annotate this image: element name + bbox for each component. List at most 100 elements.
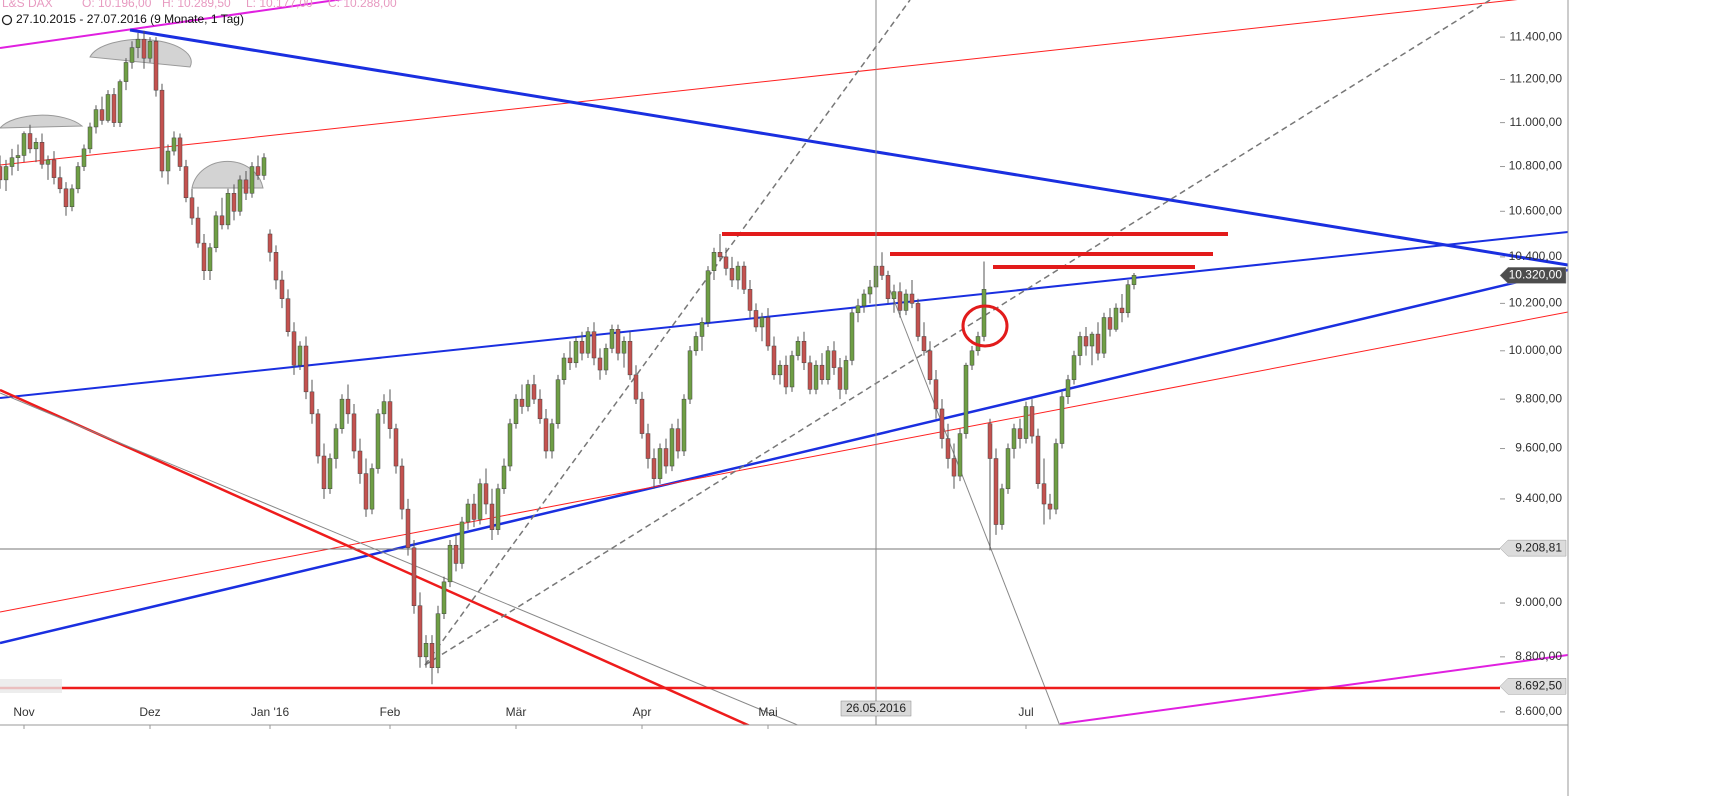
candle-body — [687, 350, 693, 400]
candle-body — [999, 488, 1005, 525]
candle-body — [573, 340, 579, 364]
candle-body — [717, 252, 723, 258]
trend-line — [0, 392, 799, 725]
candle-body — [621, 340, 627, 354]
candle-body — [207, 247, 213, 271]
candle-body — [921, 336, 927, 352]
candle-body — [99, 109, 105, 121]
header: L&S DAX O: 10.196,00 H: 10.289,50 L: 10.… — [1, 0, 397, 26]
ohlc-summary: C: 10.288,00 — [328, 0, 397, 10]
candle-body — [225, 193, 231, 226]
toolbar[interactable] — [0, 679, 62, 693]
candle-body — [9, 157, 15, 167]
price-marker-label: 9.208,81 — [1515, 540, 1562, 554]
candle-body — [291, 331, 297, 366]
candle-body — [507, 423, 513, 467]
candle-body — [63, 188, 69, 208]
candle-body — [993, 458, 999, 525]
candle-body — [1119, 307, 1125, 314]
candle-body — [279, 279, 285, 299]
candle-body — [951, 458, 957, 477]
candle-body — [93, 109, 99, 128]
candle-body — [681, 398, 687, 452]
candle-body — [357, 450, 363, 474]
candle-body — [525, 384, 531, 407]
candle-body — [321, 455, 327, 490]
candle-body — [1053, 443, 1059, 510]
y-tick-label: 11.000,00 — [1510, 115, 1563, 129]
candle-body — [1041, 483, 1047, 505]
candle-body — [639, 398, 645, 434]
candle-body — [657, 448, 663, 479]
candle-body — [45, 159, 51, 165]
ohlc-summary: H: 10.289,50 — [162, 0, 231, 10]
candle-body — [789, 355, 795, 388]
candle-body — [747, 289, 753, 311]
candle-body — [219, 215, 225, 226]
candle-body — [261, 157, 267, 176]
x-tick-label: Feb — [380, 705, 401, 719]
candle-body — [309, 391, 315, 415]
x-tick-label: Apr — [633, 705, 652, 719]
candle-body — [1005, 448, 1011, 490]
y-tick-label: 10.200,00 — [1509, 296, 1563, 310]
ohlc-summary: L: 10.177,00 — [246, 0, 313, 10]
candle-body — [1113, 307, 1119, 330]
candle-body — [483, 483, 489, 505]
x-tick-label: Dez — [139, 705, 160, 719]
candle-body — [129, 47, 135, 63]
candles — [0, 30, 1137, 685]
candle-body — [195, 217, 201, 244]
candle-body — [237, 179, 243, 212]
candle-body — [909, 293, 915, 304]
clock-icon — [1, 14, 13, 26]
candle-body — [927, 350, 933, 380]
candle-body — [1131, 275, 1137, 285]
candle-body — [603, 348, 609, 371]
drawings — [0, 0, 1568, 725]
candle-body — [663, 448, 669, 467]
candle-body — [297, 345, 303, 366]
candle-body — [885, 275, 891, 299]
trend-line — [0, 268, 1568, 645]
candle-body — [213, 215, 219, 248]
candle-body — [171, 137, 177, 152]
candle-body — [447, 544, 453, 583]
candle-body — [519, 398, 525, 407]
candle-body — [441, 581, 447, 614]
candle-body — [843, 360, 849, 390]
candle-body — [153, 41, 159, 91]
candle-body — [939, 408, 945, 439]
candle-body — [453, 544, 459, 564]
candle-body — [3, 166, 9, 181]
price-marker-label: 10.320,00 — [1509, 268, 1563, 282]
candle-body — [837, 367, 843, 390]
candle-body — [375, 413, 381, 469]
candle-body — [1101, 317, 1107, 354]
trend-line — [889, 289, 1061, 725]
y-tick-label: 10.600,00 — [1509, 203, 1563, 217]
candle-body — [231, 193, 237, 212]
candle-body — [87, 126, 93, 150]
y-tick-label: 9.400,00 — [1515, 491, 1562, 505]
candle-body — [351, 413, 357, 452]
y-tick-label: 10.400,00 — [1509, 249, 1563, 263]
candle-body — [729, 268, 735, 281]
candle-body — [1023, 406, 1029, 439]
candle-body — [513, 398, 519, 424]
candle-body — [933, 379, 939, 410]
candle-body — [477, 483, 483, 520]
candle-body — [0, 166, 3, 181]
candle-body — [1059, 396, 1065, 444]
cap-shape — [89, 38, 192, 68]
candle-body — [501, 465, 507, 490]
candle-body — [417, 605, 423, 658]
highlight-circle — [961, 304, 1009, 348]
candle-body — [735, 265, 741, 281]
candle-body — [591, 331, 597, 359]
candle-body — [21, 133, 27, 156]
candle-body — [75, 166, 81, 190]
candle-body — [471, 503, 477, 520]
price-marker-box — [1499, 267, 1567, 284]
candle-body — [543, 418, 549, 452]
